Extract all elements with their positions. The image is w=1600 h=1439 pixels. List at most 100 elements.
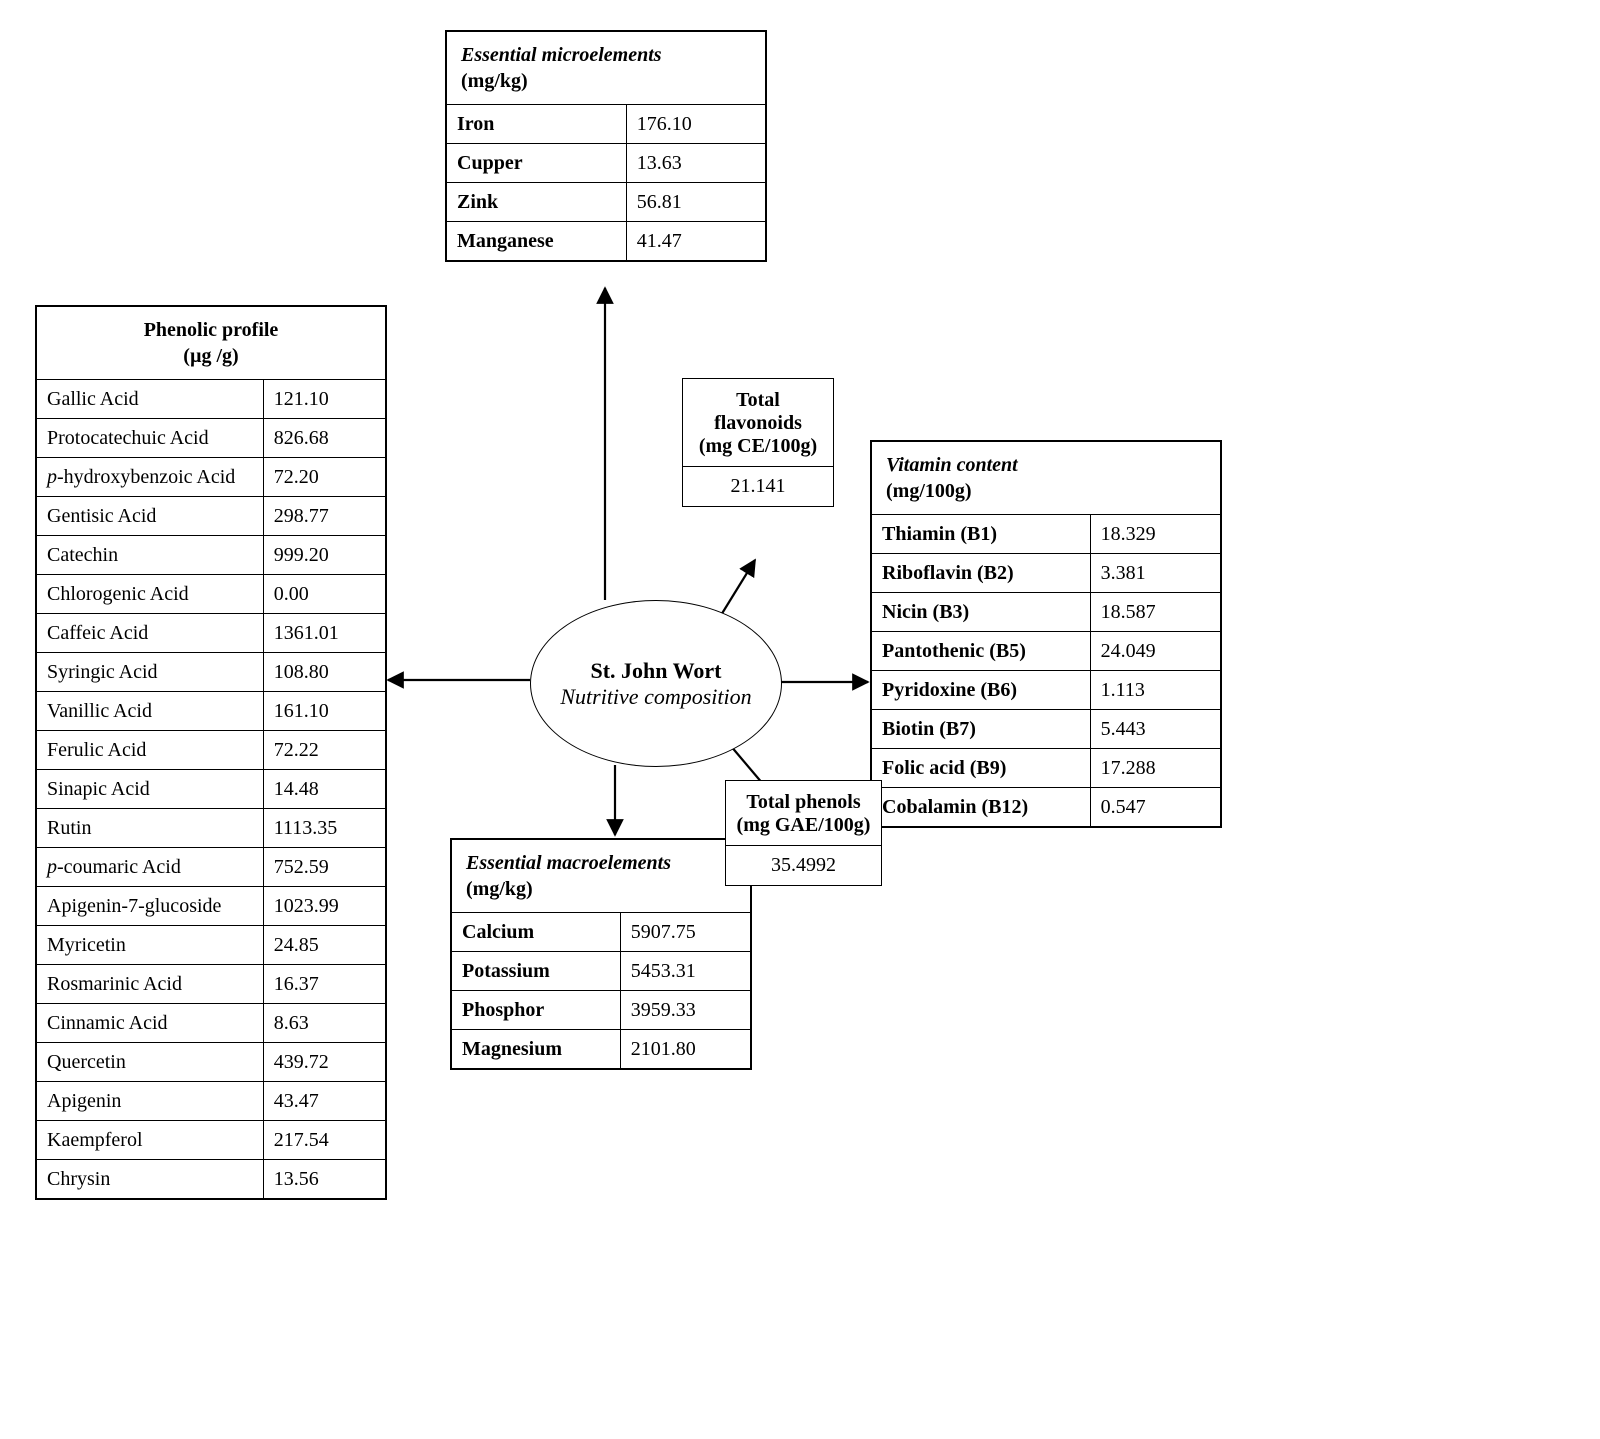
row-name: Cobalamin (B12) bbox=[872, 788, 1091, 827]
phenolic-profile-table: Phenolic profile(µg /g)Gallic Acid121.10… bbox=[35, 305, 387, 1200]
total-phenols-unit: (mg GAE/100g) bbox=[726, 814, 881, 845]
table-row: Chrysin13.56 bbox=[37, 1160, 386, 1199]
row-name: Phosphor bbox=[452, 991, 621, 1030]
row-value: 5.443 bbox=[1090, 710, 1220, 749]
row-value: 72.20 bbox=[263, 458, 385, 497]
row-name: Myricetin bbox=[37, 926, 264, 965]
row-value: 3.381 bbox=[1090, 554, 1220, 593]
row-value: 5907.75 bbox=[620, 913, 750, 952]
row-value: 56.81 bbox=[626, 183, 765, 222]
total-flavonoids-value: 21.141 bbox=[683, 466, 833, 506]
row-value: 217.54 bbox=[263, 1121, 385, 1160]
table-row: Manganese41.47 bbox=[447, 222, 766, 261]
table-row: Cupper13.63 bbox=[447, 144, 766, 183]
row-name: Zink bbox=[447, 183, 627, 222]
row-value: 161.10 bbox=[263, 692, 385, 731]
row-name: Caffeic Acid bbox=[37, 614, 264, 653]
table-row: Pantothenic (B5)24.049 bbox=[872, 632, 1221, 671]
row-value: 43.47 bbox=[263, 1082, 385, 1121]
row-name: Apigenin bbox=[37, 1082, 264, 1121]
row-name: Apigenin-7-glucoside bbox=[37, 887, 264, 926]
row-value: 999.20 bbox=[263, 536, 385, 575]
row-name: Folic acid (B9) bbox=[872, 749, 1091, 788]
table-row: Apigenin-7-glucoside1023.99 bbox=[37, 887, 386, 926]
table-row: p-hydroxybenzoic Acid72.20 bbox=[37, 458, 386, 497]
row-value: 41.47 bbox=[626, 222, 765, 261]
table-row: Kaempferol217.54 bbox=[37, 1121, 386, 1160]
center-subtitle: Nutritive composition bbox=[560, 684, 751, 710]
row-value: 0.547 bbox=[1090, 788, 1220, 827]
row-value: 108.80 bbox=[263, 653, 385, 692]
row-name: Magnesium bbox=[452, 1030, 621, 1069]
table-row: p-coumaric Acid752.59 bbox=[37, 848, 386, 887]
table-row: Riboflavin (B2)3.381 bbox=[872, 554, 1221, 593]
table-row: Zink56.81 bbox=[447, 183, 766, 222]
row-value: 752.59 bbox=[263, 848, 385, 887]
row-value: 13.63 bbox=[626, 144, 765, 183]
table-row: Protocatechuic Acid826.68 bbox=[37, 419, 386, 458]
row-value: 14.48 bbox=[263, 770, 385, 809]
row-value: 121.10 bbox=[263, 380, 385, 419]
row-name: Sinapic Acid bbox=[37, 770, 264, 809]
table-row: Pyridoxine (B6)1.113 bbox=[872, 671, 1221, 710]
total-flavonoids-title: Total flavonoids bbox=[683, 379, 833, 435]
table-row: Magnesium2101.80 bbox=[452, 1030, 751, 1069]
row-value: 176.10 bbox=[626, 105, 765, 144]
row-value: 0.00 bbox=[263, 575, 385, 614]
row-value: 18.329 bbox=[1090, 515, 1220, 554]
table-row: Myricetin24.85 bbox=[37, 926, 386, 965]
row-value: 8.63 bbox=[263, 1004, 385, 1043]
table-row: Gallic Acid121.10 bbox=[37, 380, 386, 419]
row-value: 2101.80 bbox=[620, 1030, 750, 1069]
row-name: Gentisic Acid bbox=[37, 497, 264, 536]
row-value: 24.85 bbox=[263, 926, 385, 965]
table-row: Iron176.10 bbox=[447, 105, 766, 144]
table-row: Cobalamin (B12)0.547 bbox=[872, 788, 1221, 827]
row-value: 17.288 bbox=[1090, 749, 1220, 788]
table-row: Chlorogenic Acid0.00 bbox=[37, 575, 386, 614]
row-name: Gallic Acid bbox=[37, 380, 264, 419]
total-phenols-title: Total phenols bbox=[726, 781, 881, 814]
row-name: Pantothenic (B5) bbox=[872, 632, 1091, 671]
table-row: Calcium5907.75 bbox=[452, 913, 751, 952]
row-value: 1361.01 bbox=[263, 614, 385, 653]
row-name: Cinnamic Acid bbox=[37, 1004, 264, 1043]
row-name: Syringic Acid bbox=[37, 653, 264, 692]
table-row: Ferulic Acid72.22 bbox=[37, 731, 386, 770]
table-row: Rosmarinic Acid16.37 bbox=[37, 965, 386, 1004]
row-value: 826.68 bbox=[263, 419, 385, 458]
row-value: 16.37 bbox=[263, 965, 385, 1004]
row-name: Iron bbox=[447, 105, 627, 144]
table-row: Syringic Acid108.80 bbox=[37, 653, 386, 692]
table-row: Nicin (B3)18.587 bbox=[872, 593, 1221, 632]
row-name: Rosmarinic Acid bbox=[37, 965, 264, 1004]
row-value: 1023.99 bbox=[263, 887, 385, 926]
table-row: Caffeic Acid1361.01 bbox=[37, 614, 386, 653]
row-value: 72.22 bbox=[263, 731, 385, 770]
row-name: Chrysin bbox=[37, 1160, 264, 1199]
table-row: Phosphor3959.33 bbox=[452, 991, 751, 1030]
row-name: Biotin (B7) bbox=[872, 710, 1091, 749]
table-row: Cinnamic Acid8.63 bbox=[37, 1004, 386, 1043]
row-name: p-hydroxybenzoic Acid bbox=[37, 458, 264, 497]
table-row: Apigenin43.47 bbox=[37, 1082, 386, 1121]
row-name: Protocatechuic Acid bbox=[37, 419, 264, 458]
table-row: Folic acid (B9)17.288 bbox=[872, 749, 1221, 788]
row-name: Catechin bbox=[37, 536, 264, 575]
row-name: Riboflavin (B2) bbox=[872, 554, 1091, 593]
table-row: Quercetin439.72 bbox=[37, 1043, 386, 1082]
total-phenols-box: Total phenols (mg GAE/100g) 35.4992 bbox=[725, 780, 882, 886]
center-title: St. John Wort bbox=[590, 658, 721, 684]
table-row: Potassium5453.31 bbox=[452, 952, 751, 991]
row-name: Cupper bbox=[447, 144, 627, 183]
row-name: Manganese bbox=[447, 222, 627, 261]
row-value: 24.049 bbox=[1090, 632, 1220, 671]
row-name: Thiamin (B1) bbox=[872, 515, 1091, 554]
row-name: Chlorogenic Acid bbox=[37, 575, 264, 614]
row-name: Kaempferol bbox=[37, 1121, 264, 1160]
row-value: 1113.35 bbox=[263, 809, 385, 848]
row-value: 298.77 bbox=[263, 497, 385, 536]
row-value: 3959.33 bbox=[620, 991, 750, 1030]
total-phenols-value: 35.4992 bbox=[726, 845, 881, 885]
table-row: Vanillic Acid161.10 bbox=[37, 692, 386, 731]
